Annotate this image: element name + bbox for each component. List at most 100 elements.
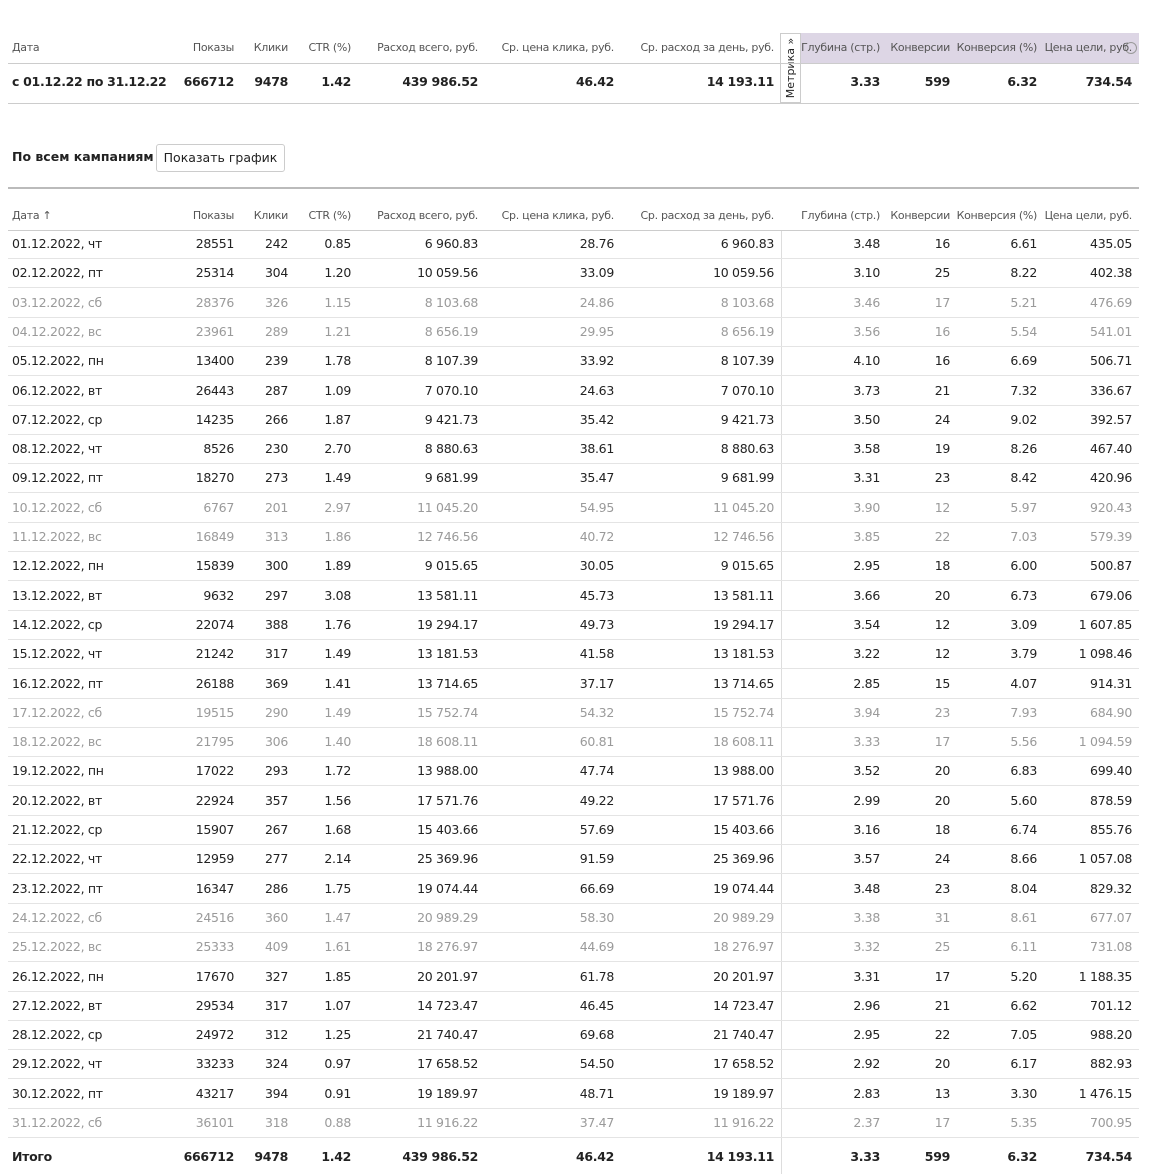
table-cell: 14.12.2022, ср bbox=[12, 616, 103, 632]
table-cell: 35.42 bbox=[579, 411, 615, 427]
table-cell: 0.97 bbox=[324, 1056, 351, 1072]
table-cell: 37.17 bbox=[579, 675, 615, 691]
table-cell: 69.68 bbox=[579, 1027, 615, 1043]
table-cell: 17 658.52 bbox=[417, 1056, 478, 1072]
table-cell: 15839 bbox=[195, 558, 235, 574]
table-cell: 29.12.2022, чт bbox=[12, 1056, 102, 1072]
table-header: Конверсии bbox=[890, 209, 950, 222]
table-cell: 13.12.2022, вт bbox=[12, 587, 102, 603]
table-cell: 7 070.10 bbox=[424, 382, 479, 398]
table-cell: 12 bbox=[934, 646, 951, 662]
table-cell: 58.30 bbox=[579, 909, 615, 925]
table-cell: 05.12.2022, пн bbox=[12, 353, 104, 369]
row-divider bbox=[8, 551, 1139, 552]
table-cell: 3.10 bbox=[853, 265, 880, 281]
table-cell: 6.74 bbox=[1010, 822, 1037, 837]
table-cell: 13 988.00 bbox=[713, 763, 774, 779]
table-cell: 369 bbox=[265, 675, 288, 691]
table-cell: 3.09 bbox=[1010, 616, 1037, 632]
table-header: Ср. цена клика, руб. bbox=[501, 209, 615, 222]
table-cell: 18 bbox=[934, 822, 951, 837]
table-cell: 61.78 bbox=[579, 968, 615, 984]
table-cell: 8 656.19 bbox=[424, 323, 479, 339]
table-cell: 1.89 bbox=[324, 558, 351, 574]
table-cell: 3.31 bbox=[853, 968, 880, 984]
table-cell: 21795 bbox=[195, 734, 235, 750]
table-cell: 37.47 bbox=[579, 1115, 615, 1130]
table-cell: 541.01 bbox=[1090, 323, 1132, 339]
table-cell: 02.12.2022, пт bbox=[12, 265, 103, 281]
row-divider bbox=[8, 932, 1139, 933]
row-divider bbox=[8, 873, 1139, 874]
table-cell: 242 bbox=[265, 236, 288, 251]
metrika-tab-label[interactable]: Метрика » bbox=[784, 37, 797, 99]
table-cell: 5.21 bbox=[1010, 294, 1037, 310]
table-cell: 04.12.2022, вс bbox=[12, 323, 102, 339]
table-cell: 1.75 bbox=[324, 880, 351, 896]
table-cell: 20 bbox=[934, 792, 951, 808]
table-cell: 19 189.97 bbox=[713, 1085, 774, 1101]
table-cell: 476.69 bbox=[1090, 294, 1132, 310]
table-cell: 24516 bbox=[195, 909, 235, 925]
table-cell: 2.37 bbox=[853, 1115, 880, 1130]
table-cell: 16.12.2022, пт bbox=[12, 675, 103, 691]
table-cell: 297 bbox=[265, 587, 288, 603]
table-cell: 3.57 bbox=[853, 851, 880, 867]
table-cell: 06.12.2022, вт bbox=[12, 382, 102, 398]
table-cell: 1.86 bbox=[324, 529, 351, 544]
table-cell: 5.35 bbox=[1010, 1115, 1037, 1130]
table-cell: 1.49 bbox=[324, 470, 351, 486]
summary-header: Глубина (стр.) bbox=[801, 41, 880, 54]
table-cell: 13 bbox=[934, 1085, 951, 1101]
row-divider bbox=[8, 580, 1139, 581]
table-cell: 3.48 bbox=[853, 880, 880, 896]
table-cell: 19 294.17 bbox=[417, 616, 478, 632]
table-cell: 435.05 bbox=[1090, 236, 1132, 251]
table-cell: 357 bbox=[265, 792, 288, 808]
table-cell: 13 181.53 bbox=[417, 646, 478, 662]
table-cell: 5.20 bbox=[1010, 968, 1037, 984]
table-cell: 306 bbox=[265, 734, 288, 750]
table-cell: 11 045.20 bbox=[417, 499, 478, 515]
table-cell: 11 916.22 bbox=[713, 1115, 774, 1130]
help-icon[interactable] bbox=[1125, 42, 1137, 54]
table-cell: 8.22 bbox=[1010, 265, 1037, 281]
summary-header: Конверсия (%) bbox=[956, 41, 1038, 54]
table-cell: 9 681.99 bbox=[720, 470, 775, 486]
metrika-tab[interactable]: Метрика » bbox=[780, 33, 801, 103]
table-cell: 6.61 bbox=[1010, 236, 1037, 251]
total-cell: 46.42 bbox=[575, 1149, 614, 1164]
table-cell: 6767 bbox=[203, 499, 234, 515]
row-divider bbox=[8, 961, 1139, 962]
table-cell: 3.30 bbox=[1010, 1085, 1037, 1101]
table-cell: 14235 bbox=[195, 411, 235, 427]
total-cell: 599 bbox=[924, 1149, 951, 1164]
table-cell: 287 bbox=[265, 382, 288, 398]
table-cell: 18 608.11 bbox=[417, 734, 478, 750]
table-cell: 3.73 bbox=[853, 382, 880, 398]
table-cell: 1.25 bbox=[324, 1027, 351, 1043]
table-cell: 324 bbox=[265, 1056, 288, 1072]
table-cell: 16347 bbox=[195, 880, 235, 896]
table-cell: 313 bbox=[265, 529, 288, 544]
row-divider bbox=[8, 785, 1139, 786]
row-divider bbox=[8, 346, 1139, 347]
show-chart-button[interactable]: Показать график bbox=[156, 144, 285, 172]
total-cell: 14 193.11 bbox=[706, 1149, 775, 1164]
table-cell: 13 714.65 bbox=[713, 675, 774, 691]
table-cell: 23961 bbox=[195, 323, 235, 339]
table-cell: 3.31 bbox=[853, 470, 880, 486]
table-cell: 03.12.2022, сб bbox=[12, 294, 102, 310]
table-cell: 19 294.17 bbox=[713, 616, 774, 632]
row-divider bbox=[8, 903, 1139, 904]
table-cell: 701.12 bbox=[1090, 997, 1132, 1013]
table-cell: 293 bbox=[265, 763, 288, 779]
summary-cell: 734.54 bbox=[1085, 74, 1133, 89]
table-cell: 40.72 bbox=[579, 529, 615, 544]
table-cell: 38.61 bbox=[579, 441, 615, 457]
row-divider bbox=[8, 1049, 1139, 1050]
table-cell: 6.17 bbox=[1010, 1056, 1037, 1072]
table-cell: 4.07 bbox=[1010, 675, 1037, 691]
table-cell: 24.86 bbox=[579, 294, 615, 310]
table-cell: 21 740.47 bbox=[713, 1027, 774, 1043]
